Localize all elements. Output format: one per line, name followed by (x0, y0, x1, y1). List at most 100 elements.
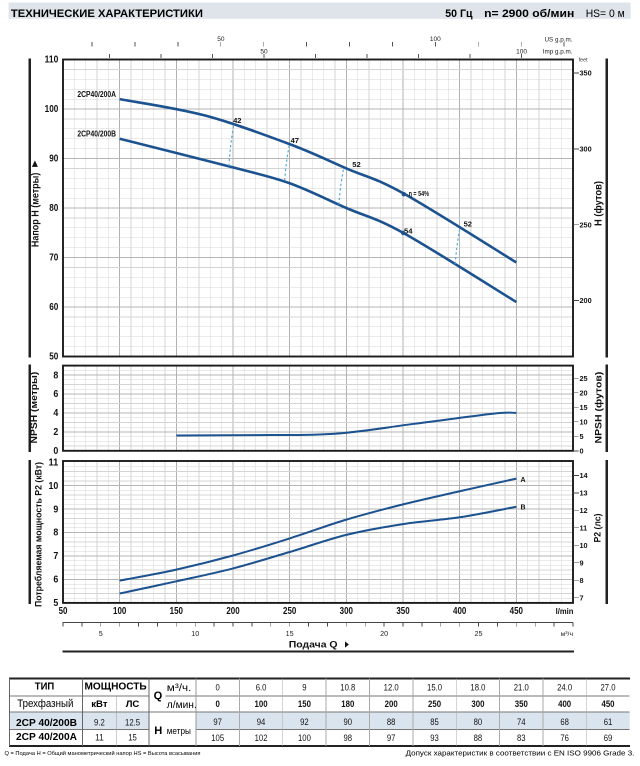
svg-text:6: 6 (53, 575, 58, 586)
svg-text:100: 100 (255, 698, 268, 709)
svg-text:кВт: кВт (91, 699, 108, 710)
svg-text:13: 13 (580, 488, 588, 497)
svg-text:47: 47 (291, 136, 299, 145)
svg-text:150: 150 (298, 698, 311, 709)
svg-text:400: 400 (558, 698, 571, 709)
svg-text:2CP40/200A: 2CP40/200A (77, 90, 116, 99)
svg-text:Imp g.p.m.: Imp g.p.m. (543, 49, 573, 56)
svg-text:180: 180 (341, 698, 354, 709)
svg-text:ТЕХНИЧЕСКИЕ ХАРАКТЕРИСТИКИ: ТЕХНИЧЕСКИЕ ХАРАКТЕРИСТИКИ (11, 8, 203, 20)
svg-text:l/min: l/min (556, 606, 574, 616)
svg-text:feet: feet (579, 58, 588, 64)
svg-text:η = 54%: η = 54% (409, 191, 429, 198)
svg-text:50: 50 (59, 606, 68, 617)
svg-text:5: 5 (99, 629, 103, 638)
svg-text:10.8: 10.8 (340, 681, 355, 692)
svg-text:2: 2 (53, 427, 58, 438)
svg-text:6.0: 6.0 (256, 681, 267, 692)
svg-text:100: 100 (45, 104, 59, 115)
svg-text:US g.p.m.: US g.p.m. (545, 36, 573, 43)
svg-text:60: 60 (49, 302, 58, 313)
svg-text:10: 10 (580, 417, 588, 426)
svg-text:15: 15 (580, 403, 588, 412)
svg-text:68: 68 (560, 716, 569, 727)
svg-text:6: 6 (53, 389, 58, 400)
svg-text:9: 9 (53, 504, 58, 515)
svg-text:100: 100 (298, 732, 311, 743)
svg-text:100: 100 (430, 36, 441, 43)
svg-text:300: 300 (580, 144, 592, 153)
svg-text:90: 90 (344, 716, 353, 727)
svg-text:110: 110 (45, 55, 59, 66)
svg-text:B: B (521, 505, 526, 512)
svg-text:0: 0 (216, 681, 220, 692)
svg-text:250: 250 (428, 698, 441, 709)
svg-text:15: 15 (286, 629, 294, 638)
svg-text:11: 11 (580, 523, 588, 532)
svg-text:ЛС: ЛС (126, 699, 140, 710)
svg-text:7: 7 (580, 593, 584, 602)
svg-text:400: 400 (453, 606, 466, 617)
svg-text:8: 8 (53, 528, 58, 539)
svg-text:20: 20 (380, 629, 388, 638)
svg-text:14: 14 (580, 471, 589, 480)
svg-text:42: 42 (233, 116, 241, 125)
svg-text:61: 61 (604, 716, 613, 727)
svg-text:300: 300 (340, 606, 353, 617)
svg-text:85: 85 (430, 716, 439, 727)
svg-text:350: 350 (515, 698, 528, 709)
svg-text:n= 2900 об/мин: n= 2900 об/мин (484, 8, 574, 20)
svg-text:200: 200 (226, 606, 239, 617)
svg-text:4: 4 (53, 408, 58, 419)
svg-text:метры: метры (167, 726, 191, 736)
svg-text:0: 0 (216, 698, 220, 709)
svg-text:15: 15 (128, 732, 137, 743)
svg-text:100: 100 (113, 606, 126, 617)
svg-text:12.0: 12.0 (384, 681, 399, 692)
svg-text:92: 92 (300, 716, 309, 727)
svg-text:50 Гц: 50 Гц (445, 8, 472, 20)
svg-text:97: 97 (387, 732, 396, 743)
svg-text:7: 7 (53, 551, 58, 562)
svg-text:105: 105 (211, 732, 224, 743)
svg-text:9: 9 (302, 681, 306, 692)
svg-text:83: 83 (517, 732, 526, 743)
svg-text:P2 (лс): P2 (лс) (592, 514, 603, 543)
svg-text:МОЩНОСТЬ: МОЩНОСТЬ (85, 681, 148, 692)
svg-text:25: 25 (580, 374, 588, 383)
svg-text:25: 25 (475, 629, 483, 638)
svg-text:Потребляемая мощность P2 (кВт): Потребляемая мощность P2 (кВт) (33, 462, 44, 607)
svg-text:NPSH (метры): NPSH (метры) (29, 372, 40, 444)
svg-text:76: 76 (560, 732, 569, 743)
svg-text:5: 5 (580, 432, 584, 441)
svg-text:NPSH (футов): NPSH (футов) (593, 372, 604, 444)
svg-text:ТИП: ТИП (35, 681, 54, 692)
svg-text:24.0: 24.0 (557, 681, 572, 692)
svg-text:250: 250 (283, 606, 296, 617)
svg-text:A: A (521, 477, 526, 484)
svg-text:102: 102 (255, 732, 268, 743)
svg-text:2CP 40/200B: 2CP 40/200B (16, 718, 77, 729)
svg-text:Допуск характеристик в соответ: Допуск характеристик в соответствии с EN… (406, 750, 635, 758)
svg-text:88: 88 (474, 732, 483, 743)
svg-text:Подача Q: Подача Q (289, 638, 338, 649)
svg-text:м³/ч: м³/ч (561, 631, 574, 638)
svg-text:450: 450 (510, 606, 523, 617)
svg-text:8: 8 (53, 370, 58, 381)
svg-text:50: 50 (260, 48, 268, 55)
svg-text:Трехфазный: Трехфазный (17, 698, 73, 710)
svg-text:350: 350 (396, 606, 409, 617)
svg-text:м³/ч.: м³/ч. (167, 683, 192, 694)
svg-text:93: 93 (430, 732, 439, 743)
svg-text:88: 88 (387, 716, 396, 727)
svg-text:5: 5 (53, 598, 58, 609)
svg-text:300: 300 (471, 698, 484, 709)
svg-text:15.0: 15.0 (427, 681, 442, 692)
svg-text:450: 450 (601, 698, 614, 709)
svg-text:97: 97 (213, 716, 222, 727)
svg-text:9.2: 9.2 (94, 716, 105, 727)
svg-text:HS= 0 м: HS= 0 м (586, 8, 625, 20)
svg-text:H: H (154, 725, 162, 737)
svg-text:200: 200 (385, 698, 398, 709)
svg-text:21.0: 21.0 (514, 681, 529, 692)
